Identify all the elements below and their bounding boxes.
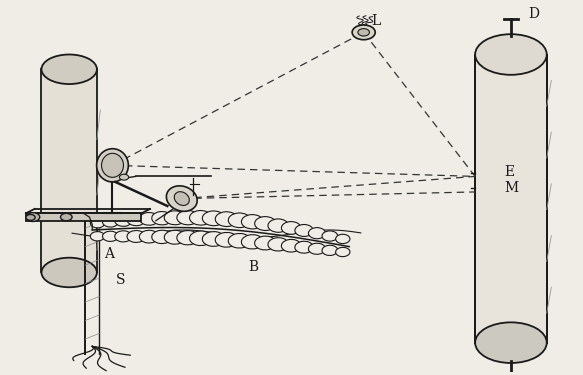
Text: E: E [504,165,514,179]
Ellipse shape [127,214,145,226]
Ellipse shape [139,230,159,243]
Ellipse shape [241,235,264,249]
Ellipse shape [164,211,185,225]
Ellipse shape [90,219,104,228]
FancyBboxPatch shape [41,69,97,273]
FancyBboxPatch shape [26,213,141,222]
Ellipse shape [103,231,118,242]
Ellipse shape [322,231,338,241]
Ellipse shape [308,228,325,239]
Ellipse shape [295,225,313,237]
Text: B: B [248,260,258,274]
Ellipse shape [241,214,264,229]
Ellipse shape [282,222,301,234]
Ellipse shape [255,236,276,250]
Circle shape [26,213,40,222]
Circle shape [61,213,72,221]
Ellipse shape [177,210,199,225]
Ellipse shape [90,232,104,241]
Ellipse shape [152,211,172,225]
Circle shape [26,214,35,220]
Ellipse shape [268,238,289,251]
Circle shape [358,28,370,36]
Text: D: D [528,6,539,21]
Ellipse shape [164,230,185,244]
Ellipse shape [152,230,172,244]
Ellipse shape [189,210,212,225]
Ellipse shape [97,149,128,182]
Ellipse shape [115,215,132,226]
Ellipse shape [215,232,238,247]
Circle shape [120,174,129,180]
Ellipse shape [177,231,199,245]
Ellipse shape [229,213,251,228]
Ellipse shape [475,322,547,363]
Ellipse shape [101,153,124,177]
Ellipse shape [189,231,212,246]
Ellipse shape [229,234,251,248]
Ellipse shape [127,231,145,243]
Ellipse shape [115,231,132,242]
Ellipse shape [336,248,350,256]
Circle shape [352,25,375,40]
Ellipse shape [174,192,189,206]
Text: S: S [115,273,125,286]
Ellipse shape [41,258,97,287]
Ellipse shape [475,34,547,75]
Ellipse shape [41,54,97,84]
Ellipse shape [255,217,276,231]
Text: L: L [371,14,381,28]
Text: A: A [104,247,114,261]
Ellipse shape [295,241,313,253]
FancyBboxPatch shape [475,54,547,343]
Ellipse shape [308,243,325,254]
Text: M: M [504,181,518,195]
Ellipse shape [202,232,225,246]
Ellipse shape [139,213,159,225]
Ellipse shape [336,234,350,244]
Ellipse shape [202,211,225,226]
Ellipse shape [215,212,238,226]
Ellipse shape [282,239,301,252]
Ellipse shape [322,245,338,255]
Ellipse shape [103,217,118,227]
Ellipse shape [268,219,289,232]
Ellipse shape [166,186,197,211]
